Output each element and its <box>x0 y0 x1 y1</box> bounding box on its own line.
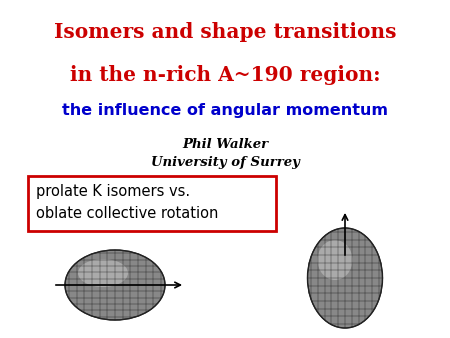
Text: prolate K isomers vs.: prolate K isomers vs. <box>36 184 190 199</box>
Ellipse shape <box>318 240 352 280</box>
Text: Isomers and shape transitions: Isomers and shape transitions <box>54 22 396 42</box>
Ellipse shape <box>78 259 128 287</box>
Text: in the n-rich A~190 region:: in the n-rich A~190 region: <box>70 65 380 85</box>
Text: oblate collective rotation: oblate collective rotation <box>36 206 218 221</box>
Ellipse shape <box>65 250 165 320</box>
Text: Phil Walker: Phil Walker <box>182 138 268 151</box>
Text: University of Surrey: University of Surrey <box>151 156 299 169</box>
Ellipse shape <box>307 228 382 328</box>
Bar <box>28 176 276 231</box>
Text: the influence of angular momentum: the influence of angular momentum <box>62 103 388 118</box>
